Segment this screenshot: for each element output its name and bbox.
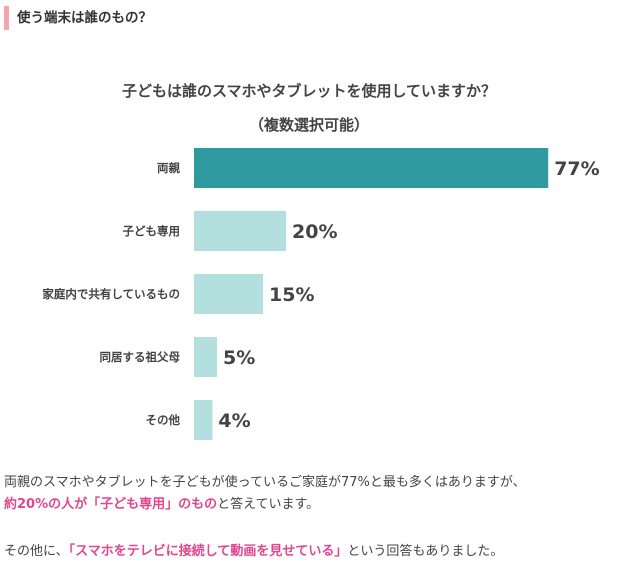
body-paragraph-1: 両親のスマホやタブレットを子どもが使っているご家庭が77%と最も多くはありますが… — [4, 475, 526, 490]
paragraph-3-tail: という回答もありました。 — [347, 544, 504, 559]
body-paragraph-2: 約20%の人が「子ども専用」のものと答えています。 — [4, 494, 319, 516]
category-label: 家庭内で共有しているもの — [42, 287, 180, 301]
highlight-quote: 「スマホをテレビに接続して動画を見せている」 — [68, 544, 348, 559]
chart-title: 子どもは誰のスマホやタブレットを使用していますか？ — [121, 82, 497, 100]
paragraph-3-lead: その他に、 — [4, 544, 69, 559]
bar — [194, 400, 213, 440]
category-label: 両親 — [157, 161, 180, 175]
bar-chart-svg: 両親 77% 子ども専用 20% 家庭内で共有しているもの 15% 同居する祖父母 5% その他… — [42, 148, 600, 440]
bar — [194, 274, 263, 314]
paragraph-2-rest: と答えています。 — [217, 497, 320, 512]
body-paragraph-3: その他に、「スマホをテレビに接続して動画を見せている」という回答もありました。 — [4, 541, 503, 563]
value-label: 4% — [218, 410, 250, 432]
bar — [194, 337, 217, 377]
value-label: 77% — [554, 158, 599, 180]
value-label: 15% — [269, 284, 314, 306]
bar — [194, 148, 549, 188]
category-label: 同居する祖父母 — [100, 350, 181, 364]
value-label: 20% — [292, 221, 337, 243]
category-label: その他 — [146, 413, 181, 427]
category-label: 子ども専用 — [123, 224, 181, 238]
bar — [194, 211, 286, 251]
section-heading: 使う端末は誰のもの？ — [4, 6, 152, 30]
bar-chart: 子どもは誰のスマホやタブレットを使用していますか？ （複数選択可能） 両親 77%… — [0, 70, 618, 450]
chart-subtitle: （複数選択可能） — [248, 116, 369, 134]
value-label: 5% — [223, 347, 255, 369]
highlight-text: 約20%の人が「子ども専用」のもの — [4, 497, 218, 512]
